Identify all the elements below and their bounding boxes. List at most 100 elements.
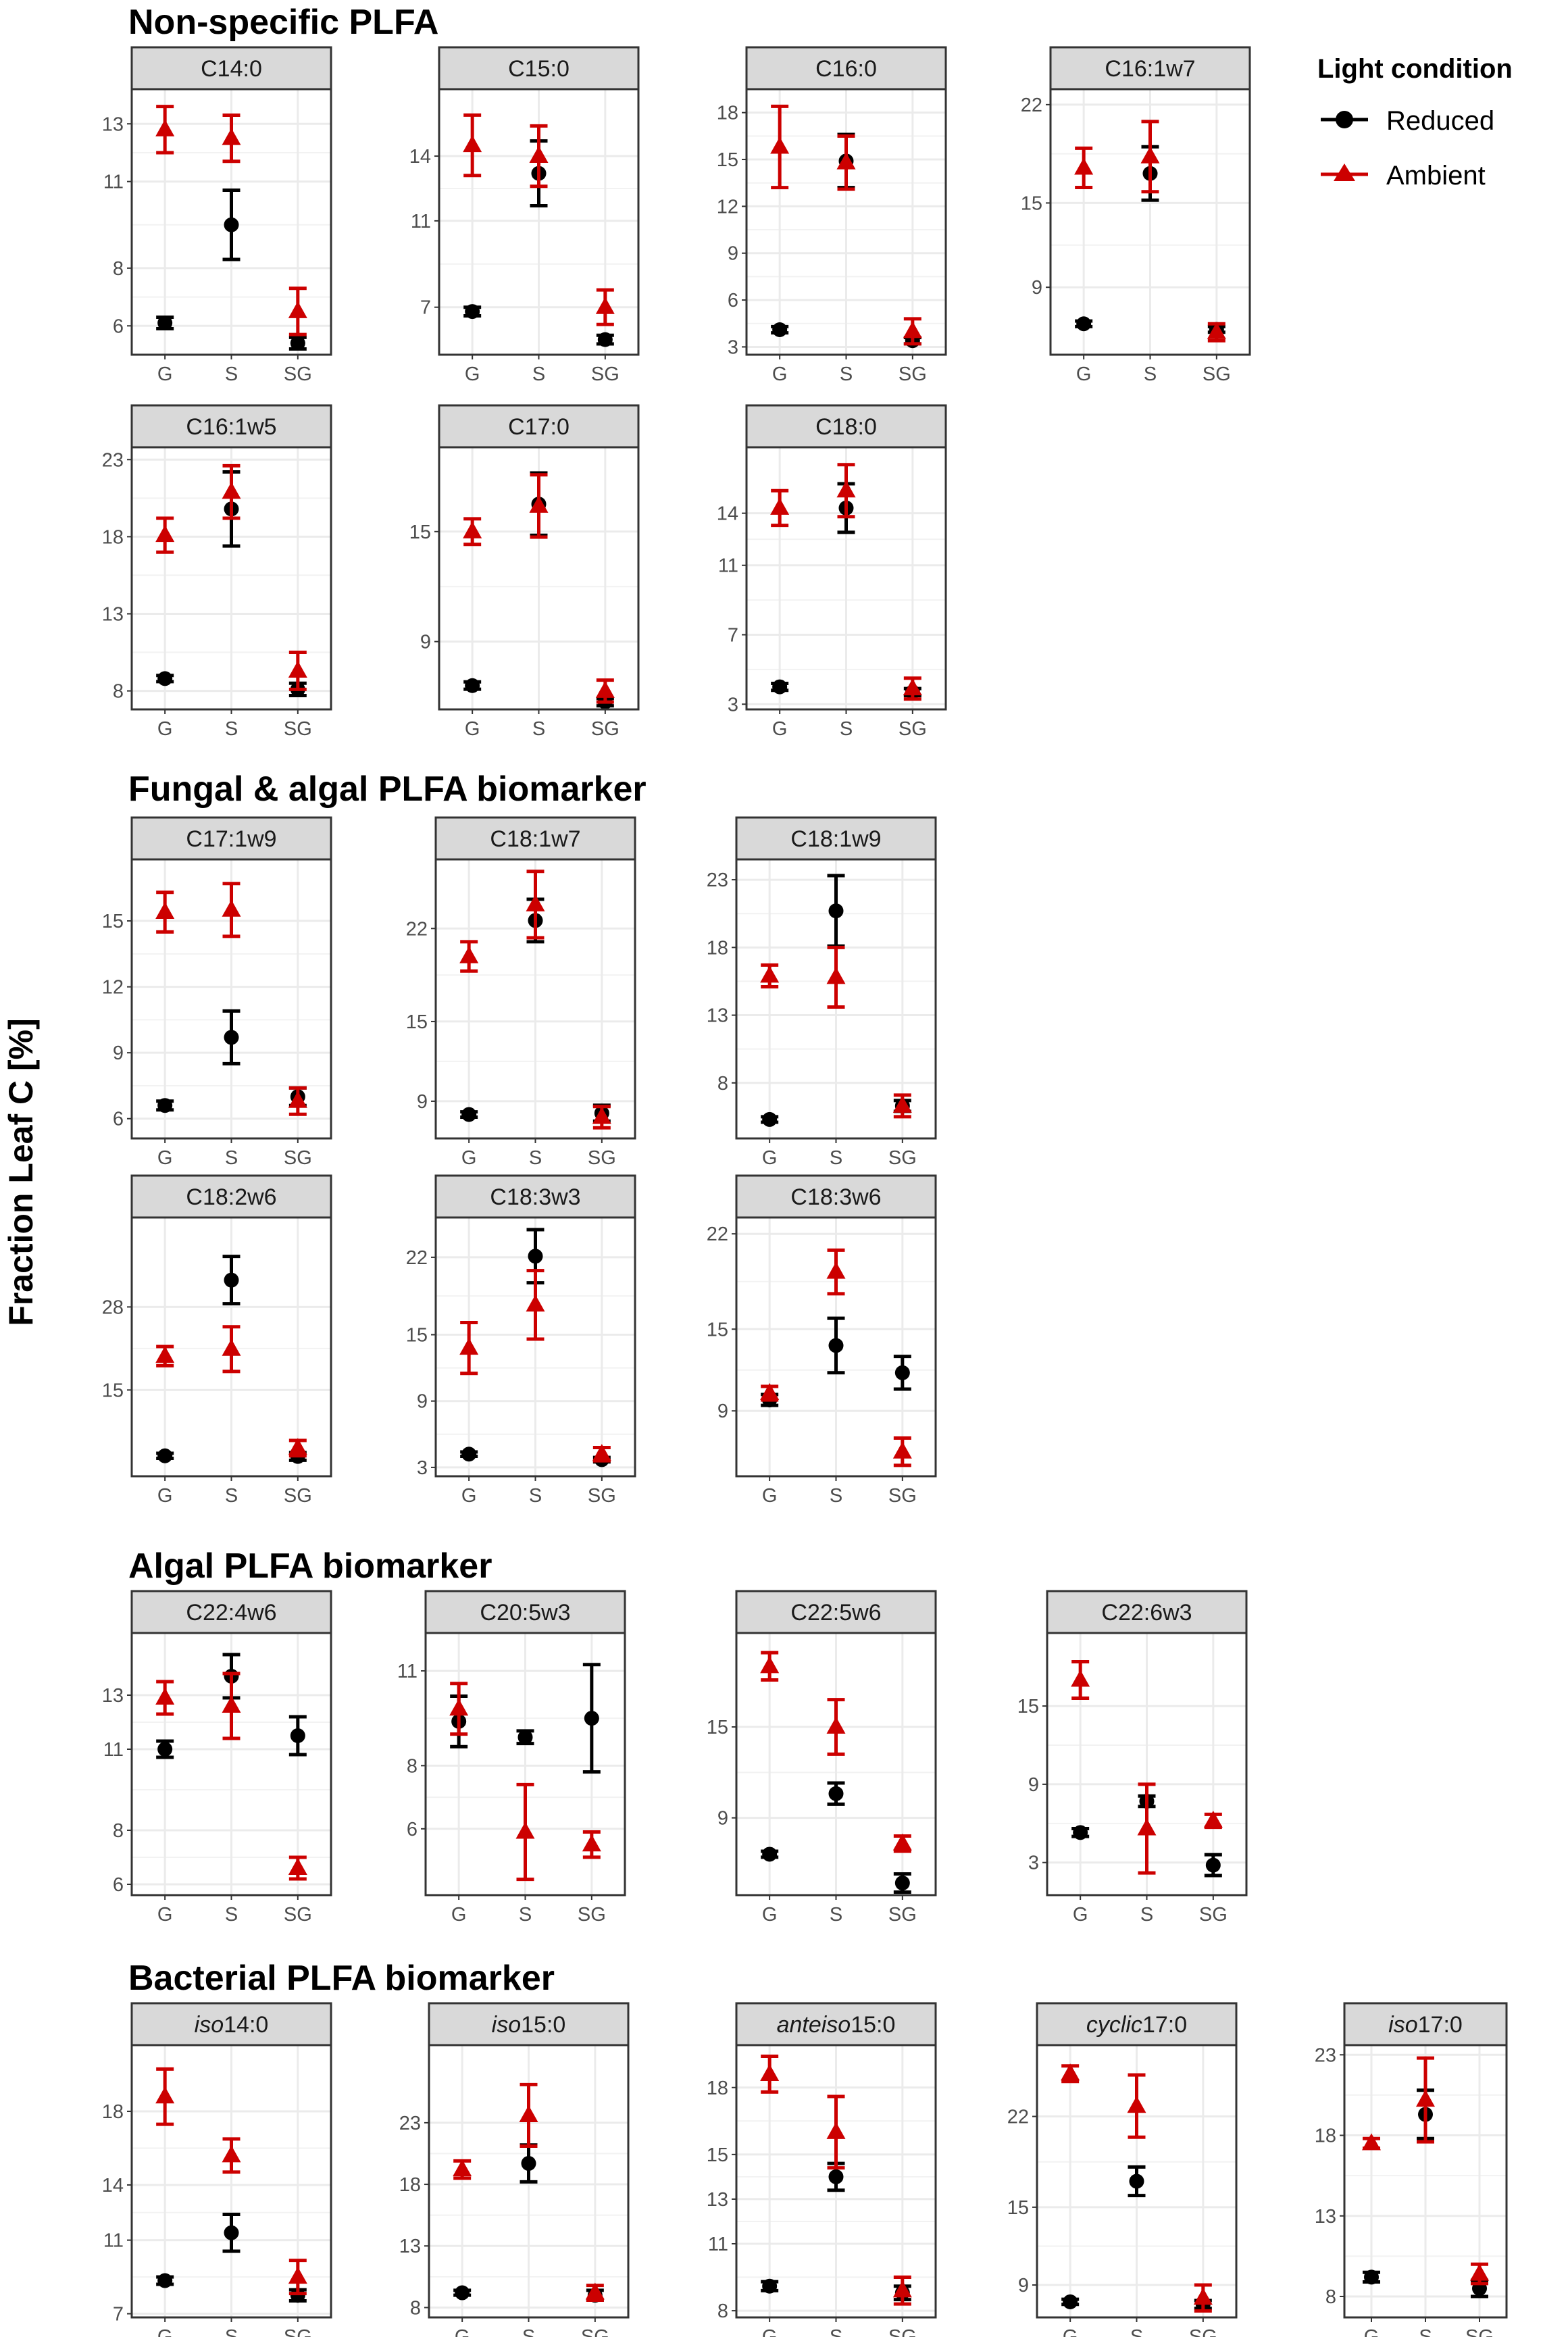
y-tick-label: 8 <box>410 2297 421 2319</box>
strip-iso15-0 <box>428 2002 630 2046</box>
point-ambient-left <box>459 1338 479 1355</box>
y-tick-label: 15 <box>406 1011 428 1033</box>
y-tick-label: 7 <box>420 297 431 319</box>
y-tick-label: 3 <box>728 694 738 715</box>
point-ambient-right <box>592 1107 611 1124</box>
legend: Light condition Reduced Ambient <box>1317 54 1513 191</box>
point-ambient-right <box>582 1834 601 1852</box>
y-tick-label: 23 <box>707 870 728 891</box>
y-tick-label: 22 <box>406 918 428 940</box>
strip-label-prefix: iso <box>492 2012 521 2038</box>
y-tick-label: 14 <box>102 2175 124 2196</box>
x-tick-label-sg: SG <box>1189 2326 1217 2337</box>
strip-c18-1w7 <box>434 816 636 861</box>
x-tick-label-sg: SG <box>899 363 927 385</box>
point-reduced-right <box>290 1728 305 1743</box>
x-tick-label-s: S <box>529 1147 542 1169</box>
strip-label-suffix: 17:0 <box>1142 2012 1187 2038</box>
point-ambient-right <box>288 1090 307 1108</box>
point-ambient-mid <box>529 495 549 513</box>
point-ambient-mid <box>222 1338 241 1356</box>
y-tick-label: 13 <box>102 1685 124 1707</box>
x-tick-label-s: S <box>830 2326 842 2337</box>
point-ambient-right <box>892 1441 912 1459</box>
x-tick-label-g: G <box>157 718 173 740</box>
strip-label-c22-4w6: C22:4w6 <box>186 1600 276 1626</box>
y-tick-label: 23 <box>1315 2044 1336 2066</box>
strip-c18-3w6 <box>735 1174 937 1219</box>
x-tick-label-s: S <box>532 363 545 385</box>
panel-border <box>735 858 937 1140</box>
strip-label-c16-1w7: C16:1w7 <box>1105 56 1195 82</box>
point-ambient-right <box>1193 2288 1213 2305</box>
point-ambient-left <box>459 946 479 963</box>
y-tick-label: 22 <box>1021 95 1042 116</box>
point-reduced-right <box>290 335 305 351</box>
point-reduced-right <box>894 1365 910 1380</box>
point-reduced-left <box>762 1111 778 1127</box>
y-tick-label: 23 <box>399 2113 421 2134</box>
point-ambient-right <box>288 660 307 678</box>
strip-label-anteiso15-0: anteiso15:0 <box>777 2012 896 2038</box>
panel-border <box>428 2044 630 2319</box>
panel-border <box>130 1216 332 1478</box>
point-reduced-left <box>455 2285 470 2301</box>
panel-border <box>735 2044 937 2319</box>
x-tick-label-sg: SG <box>284 1147 312 1169</box>
point-reduced-left <box>157 2273 173 2288</box>
panel-border <box>424 1632 626 1896</box>
panel-c18-1w7: C18:1w7 9 15 22 G S SG <box>406 816 636 1169</box>
point-ambient-right <box>892 1095 912 1113</box>
x-tick-label-s: S <box>225 1147 238 1169</box>
point-ambient-left <box>1071 1669 1090 1687</box>
x-tick-label-sg: SG <box>284 718 312 740</box>
point-ambient-mid <box>222 128 241 145</box>
strip-label-prefix: cyclic <box>1086 2012 1142 2038</box>
panel-iso15-0: iso15:0 8 13 18 23 G S SG <box>399 2002 630 2337</box>
y-tick-label: 18 <box>102 2101 124 2123</box>
y-tick-label: 13 <box>102 603 124 625</box>
point-ambient-mid <box>222 2145 241 2163</box>
y-tick-label: 23 <box>102 449 124 471</box>
point-ambient-mid <box>529 146 549 164</box>
y-tick-label: 3 <box>417 1457 428 1479</box>
strip-c22-4w6 <box>130 1590 332 1634</box>
strip-c22-6w3 <box>1046 1590 1248 1634</box>
y-tick-label: 9 <box>417 1391 428 1413</box>
x-tick-label-sg: SG <box>899 718 927 740</box>
x-tick-label-s: S <box>529 1485 542 1507</box>
panel-c22-5w6: C22:5w6 9 15 G S SG <box>707 1590 937 1926</box>
point-ambient-mid <box>1137 1818 1157 1836</box>
x-tick-label-s: S <box>225 1904 238 1926</box>
point-ambient-mid <box>222 482 241 499</box>
point-ambient-mid <box>836 152 856 170</box>
strip-c18-3w3 <box>434 1174 636 1219</box>
point-reduced-left <box>157 1098 173 1113</box>
x-tick-label-s: S <box>830 1485 842 1507</box>
point-reduced-left <box>762 1846 778 1862</box>
y-tick-label: 6 <box>407 1819 418 1840</box>
point-reduced-left <box>157 671 173 686</box>
legend-reduced-circle-icon <box>1336 111 1353 128</box>
point-ambient-left <box>155 2086 175 2104</box>
panel-border <box>438 446 640 711</box>
y-tick-label: 18 <box>707 937 728 959</box>
point-ambient-left <box>1061 2063 1080 2081</box>
panel-border <box>434 1216 636 1478</box>
point-ambient-mid <box>826 967 846 984</box>
point-reduced-right <box>584 1711 599 1726</box>
panel-border <box>130 858 332 1140</box>
point-ambient-left <box>760 965 780 983</box>
point-ambient-left <box>1074 157 1094 175</box>
panel-c20-5w3: C20:5w3 6 8 11 G S SG <box>397 1590 626 1926</box>
point-ambient-right <box>288 2267 307 2284</box>
y-tick-label: 15 <box>707 1717 728 1738</box>
y-tick-label: 9 <box>417 1091 428 1113</box>
strip-label-suffix: 14:0 <box>224 2012 268 2038</box>
y-tick-label: 9 <box>1032 277 1042 299</box>
point-reduced-right <box>290 2288 305 2303</box>
point-ambient-left <box>760 1656 780 1674</box>
y-tick-label: 15 <box>406 1324 428 1346</box>
strip-c18-2w6 <box>130 1174 332 1219</box>
